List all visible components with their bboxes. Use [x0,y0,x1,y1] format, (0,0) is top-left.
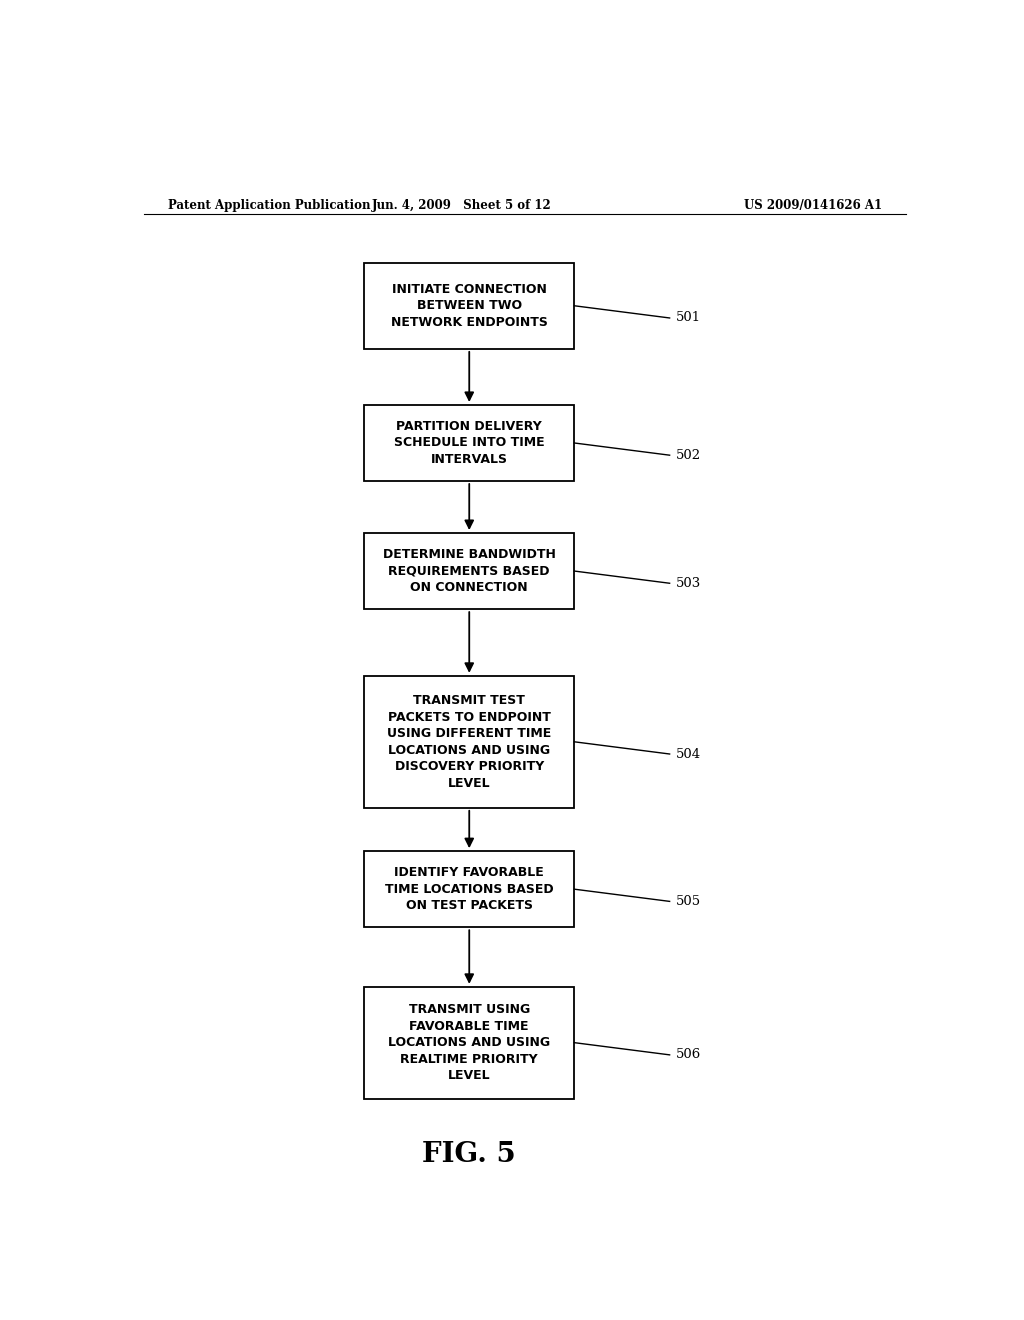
Text: 505: 505 [676,895,701,908]
Text: Patent Application Publication: Patent Application Publication [168,198,371,211]
Text: 501: 501 [676,312,701,325]
Text: FIG. 5: FIG. 5 [422,1140,516,1168]
Bar [365,533,574,609]
Text: 502: 502 [676,449,701,462]
Text: Jun. 4, 2009   Sheet 5 of 12: Jun. 4, 2009 Sheet 5 of 12 [372,198,551,211]
Bar [365,987,574,1098]
Text: PARTITION DELIVERY
SCHEDULE INTO TIME
INTERVALS: PARTITION DELIVERY SCHEDULE INTO TIME IN… [394,420,545,466]
Text: 506: 506 [676,1048,701,1061]
Bar [365,851,574,928]
Text: US 2009/0141626 A1: US 2009/0141626 A1 [743,198,882,211]
Bar [365,263,574,348]
Text: 503: 503 [676,577,701,590]
Text: IDENTIFY FAVORABLE
TIME LOCATIONS BASED
ON TEST PACKETS: IDENTIFY FAVORABLE TIME LOCATIONS BASED … [385,866,554,912]
Bar [365,405,574,480]
Text: DETERMINE BANDWIDTH
REQUIREMENTS BASED
ON CONNECTION: DETERMINE BANDWIDTH REQUIREMENTS BASED O… [383,548,556,594]
Text: 504: 504 [676,747,701,760]
Text: INITIATE CONNECTION
BETWEEN TWO
NETWORK ENDPOINTS: INITIATE CONNECTION BETWEEN TWO NETWORK … [391,282,548,329]
Text: TRANSMIT TEST
PACKETS TO ENDPOINT
USING DIFFERENT TIME
LOCATIONS AND USING
DISCO: TRANSMIT TEST PACKETS TO ENDPOINT USING … [387,694,551,789]
Text: TRANSMIT USING
FAVORABLE TIME
LOCATIONS AND USING
REALTIME PRIORITY
LEVEL: TRANSMIT USING FAVORABLE TIME LOCATIONS … [388,1003,550,1082]
Bar [365,676,574,808]
